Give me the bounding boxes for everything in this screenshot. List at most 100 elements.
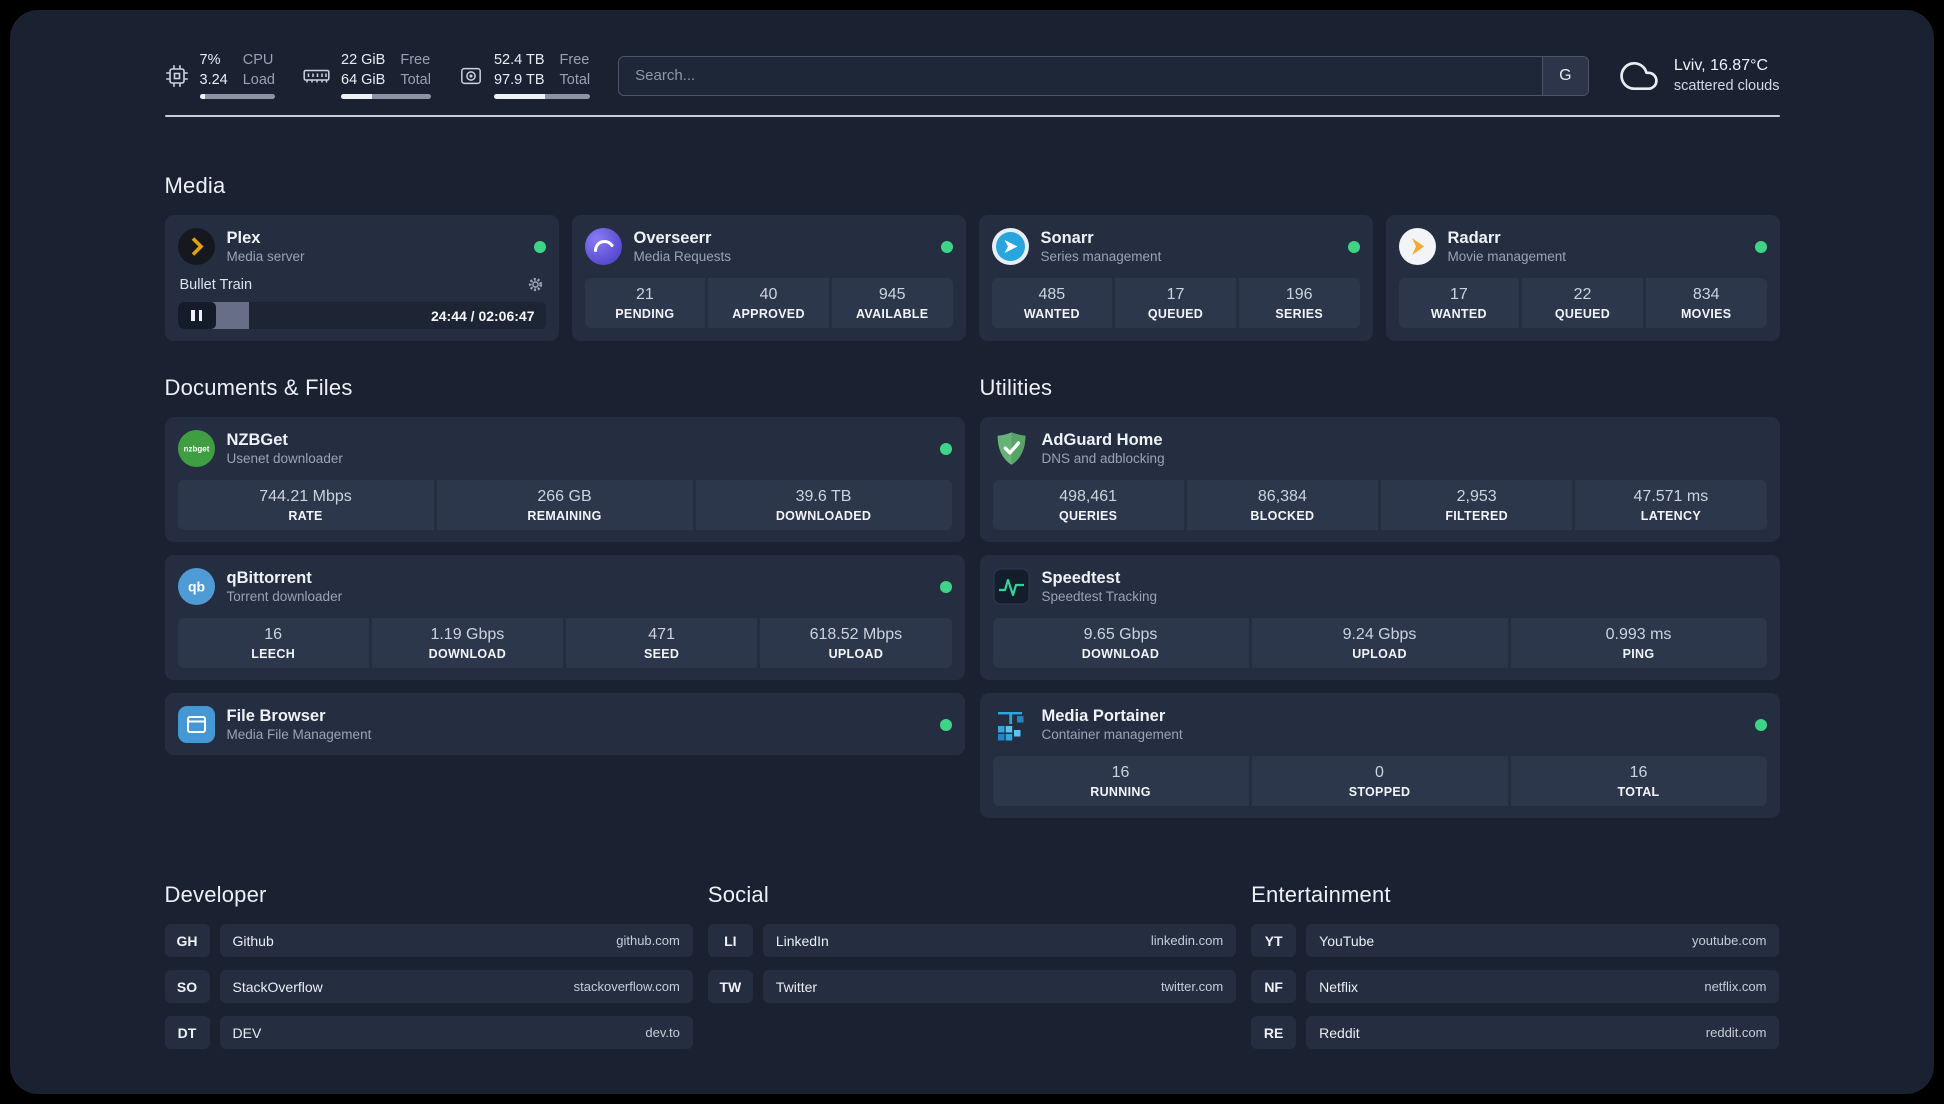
link-url: netflix.com xyxy=(1704,979,1767,995)
radarr-icon xyxy=(1398,228,1436,266)
link-row-dev: DT DEV dev.to xyxy=(164,1016,693,1050)
stat-value: 9.65 Gbps xyxy=(1083,626,1158,644)
link-abbr[interactable]: NF xyxy=(1251,970,1297,1004)
header-divider xyxy=(164,115,1780,118)
link-row-github: GH Github github.com xyxy=(164,924,693,958)
stat-label: UPLOAD xyxy=(828,647,884,662)
disk-free-label: Free xyxy=(559,52,590,68)
nzbget-card[interactable]: nzbget NZBGet Usenet downloader 74 xyxy=(164,417,965,543)
link-abbr[interactable]: SO xyxy=(164,970,210,1004)
playback-progress-bar[interactable]: 24:44 / 02:06:47 xyxy=(177,302,546,330)
overseerr-card[interactable]: Overseerr Media Requests 21 PENDING 40 A… xyxy=(571,215,966,342)
stat-tile: 498,461 QUERIES xyxy=(992,480,1184,531)
link-pill[interactable]: LinkedIn linkedin.com xyxy=(762,924,1237,958)
sonarr-card[interactable]: Sonarr Series management 485 WANTED 17 Q… xyxy=(978,215,1373,342)
stat-tile: 485 WANTED xyxy=(991,278,1113,329)
stat-value: 618.52 Mbps xyxy=(809,626,903,644)
stat-label: UPLOAD xyxy=(1352,647,1407,662)
portainer-card[interactable]: Media Portainer Container management 16 … xyxy=(979,693,1780,819)
memory-total-label: Total xyxy=(400,71,431,88)
status-dot xyxy=(1754,240,1767,253)
stat-tile: 47.571 ms LATENCY xyxy=(1575,480,1767,531)
link-row-netflix: NF Netflix netflix.com xyxy=(1251,970,1780,1004)
app-subtitle: DNS and adblocking xyxy=(1041,451,1165,467)
app-subtitle: Media server xyxy=(226,249,305,265)
utilities-section: Utilities xyxy=(979,375,1780,819)
stat-value: 47.571 ms xyxy=(1633,488,1709,506)
link-abbr[interactable]: GH xyxy=(164,924,210,958)
status-dot xyxy=(1347,240,1360,253)
search-input[interactable] xyxy=(619,56,1542,95)
link-pill[interactable]: Twitter twitter.com xyxy=(762,970,1237,1004)
dashboard: 7% 3.24 CPU Load xyxy=(10,10,1934,1094)
link-name: LinkedIn xyxy=(775,932,829,949)
link-abbr[interactable]: TW xyxy=(707,970,753,1004)
stat-tile: 39.6 TB DOWNLOADED xyxy=(695,480,952,531)
stat-value: 17 xyxy=(1449,286,1468,304)
link-url: reddit.com xyxy=(1705,1025,1767,1041)
app-subtitle: Series management xyxy=(1040,249,1162,265)
link-url: github.com xyxy=(616,933,680,949)
link-name: YouTube xyxy=(1319,932,1375,949)
stat-tile: 22 QUEUED xyxy=(1522,278,1643,329)
link-pill[interactable]: Netflix netflix.com xyxy=(1306,970,1780,1004)
weather-widget: Lviv, 16.87°C scattered clouds xyxy=(1617,57,1780,95)
link-pill[interactable]: DEV dev.to xyxy=(219,1016,693,1050)
link-row-twitter: TW Twitter twitter.com xyxy=(707,970,1237,1004)
adguard-card[interactable]: AdGuard Home DNS and adblocking 498,461 … xyxy=(979,417,1780,543)
gear-icon[interactable] xyxy=(527,276,544,293)
speedtest-card[interactable]: Speedtest Speedtest Tracking 9.65 Gbps D… xyxy=(979,555,1780,681)
link-url: stackoverflow.com xyxy=(573,979,680,995)
link-abbr[interactable]: RE xyxy=(1251,1016,1297,1050)
filebrowser-card[interactable]: File Browser Media File Management xyxy=(164,693,965,756)
stat-value: 2,953 xyxy=(1456,488,1497,506)
stat-value: 498,461 xyxy=(1059,488,1118,506)
stat-value: 744.21 Mbps xyxy=(259,488,352,506)
stat-tile: 16 TOTAL xyxy=(1510,756,1767,807)
weather-condition: scattered clouds xyxy=(1673,78,1780,95)
stat-label: FILTERED xyxy=(1445,509,1508,524)
radarr-card[interactable]: Radarr Movie management 17 WANTED 22 QUE… xyxy=(1385,215,1780,342)
social-section: Social LI LinkedIn linkedin.com TW Twitt… xyxy=(707,882,1237,1049)
stat-value: 16 xyxy=(1629,764,1648,782)
stat-tile: 17 WANTED xyxy=(1398,278,1520,329)
qbittorrent-card[interactable]: qb qBittorrent Torrent downloader xyxy=(164,555,965,681)
top-bar: 7% 3.24 CPU Load xyxy=(165,52,1780,100)
stat-label: PING xyxy=(1622,647,1655,662)
status-dot xyxy=(940,240,953,253)
stat-tile: 0 STOPPED xyxy=(1251,756,1508,807)
stat-tile: 834 MOVIES xyxy=(1645,278,1767,329)
link-abbr[interactable]: YT xyxy=(1251,924,1297,958)
app-name: File Browser xyxy=(226,707,326,726)
link-url: youtube.com xyxy=(1692,933,1767,949)
link-row-reddit: RE Reddit reddit.com xyxy=(1251,1016,1780,1050)
link-pill[interactable]: Github github.com xyxy=(219,924,693,958)
stat-value: 16 xyxy=(1111,764,1130,782)
cpu-load-label: Load xyxy=(242,71,275,88)
link-pill[interactable]: StackOverflow stackoverflow.com xyxy=(219,970,693,1004)
disk-total-value: 97.9 TB xyxy=(493,71,545,88)
stat-label: DOWNLOADED xyxy=(775,509,872,524)
plex-card[interactable]: Plex Media server Bullet Train xyxy=(164,215,559,342)
link-url: twitter.com xyxy=(1161,979,1224,995)
stat-label: SERIES xyxy=(1275,307,1323,322)
stat-value: 196 xyxy=(1285,286,1313,304)
link-abbr[interactable]: DT xyxy=(164,1016,210,1050)
link-abbr[interactable]: LI xyxy=(707,924,753,958)
link-pill[interactable]: Reddit reddit.com xyxy=(1306,1016,1780,1050)
memory-free-value: 22 GiB xyxy=(341,52,386,68)
memory-usage-bar xyxy=(341,94,431,100)
stat-tile: 471 SEED xyxy=(566,618,758,669)
cpu-load-value: 3.24 xyxy=(199,71,228,88)
stat-tile: 266 GB REMAINING xyxy=(436,480,693,531)
stat-value: 86,384 xyxy=(1257,488,1307,506)
stat-label: AVAILABLE xyxy=(855,307,929,322)
stat-tile: 17 QUEUED xyxy=(1115,278,1236,329)
stat-label: QUEUED xyxy=(1554,307,1611,322)
app-name: AdGuard Home xyxy=(1041,431,1163,450)
search-engine-button[interactable]: G xyxy=(1541,56,1588,95)
pause-button[interactable] xyxy=(177,302,216,330)
plex-icon xyxy=(177,228,215,266)
developer-section: Developer GH Github github.com SO StackO… xyxy=(164,882,693,1050)
link-pill[interactable]: YouTube youtube.com xyxy=(1306,924,1780,958)
